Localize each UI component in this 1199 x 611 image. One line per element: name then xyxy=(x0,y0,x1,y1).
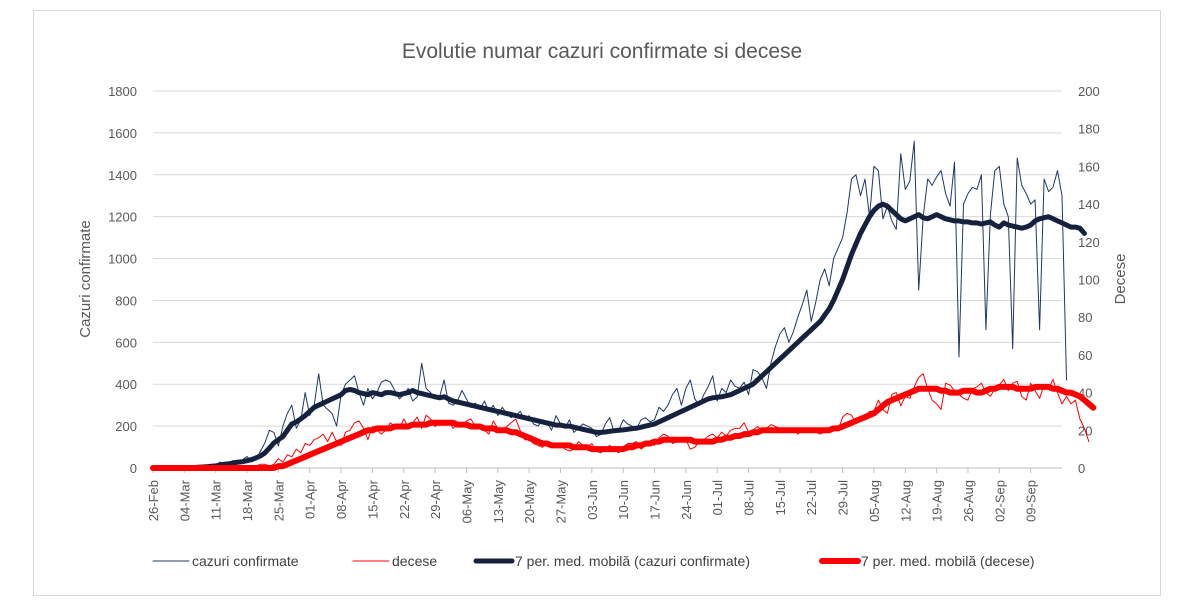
x-tick-label-7: 15-Apr xyxy=(365,479,380,519)
x-tick-label-15: 10-Jun xyxy=(616,480,631,520)
legend-label-2: 7 per. med. mobilă (cazuri confirmate) xyxy=(515,553,750,569)
x-axis-ticks: 26-Feb 04-Mar 11-Mar 18-Mar 25-Mar 01-Apr 08-A… xyxy=(146,468,1039,523)
legend: cazuri confirmate decese 7 per. med. mobil… xyxy=(152,553,1035,569)
y2-tick-label-0: 0 xyxy=(1078,461,1085,476)
y2-tick-label-10: 200 xyxy=(1078,84,1100,99)
legend-label-3: 7 per. med. mobilă (decese) xyxy=(861,553,1035,569)
gridlines xyxy=(153,90,1062,427)
series-line-3 xyxy=(150,383,1097,471)
y-axis-title: Cazuri confirmate xyxy=(77,220,94,338)
x-tick-label-17: 24-Jun xyxy=(679,480,694,520)
x-tick-label-1: 04-Mar xyxy=(177,479,192,521)
x-tick-label-3: 18-Mar xyxy=(240,479,255,521)
y2-tick-label-4: 80 xyxy=(1078,310,1092,325)
x-tick-label-27: 02-Sep xyxy=(992,480,1007,522)
series-line-0 xyxy=(152,140,1067,469)
y-tick-label-5: 1000 xyxy=(108,252,137,267)
y2-tick-label-6: 120 xyxy=(1078,235,1100,250)
x-tick-label-16: 17-Jun xyxy=(648,480,663,520)
y2-tick-label-9: 180 xyxy=(1078,122,1100,137)
x-tick-label-26: 26-Aug xyxy=(961,480,976,522)
x-tick-label-6: 08-Apr xyxy=(334,479,349,519)
y-tick-label-8: 1600 xyxy=(108,126,137,141)
y2-tick-label-5: 100 xyxy=(1078,273,1100,288)
series-line-2 xyxy=(150,201,1087,471)
x-tick-label-21: 22-Jul xyxy=(804,480,819,516)
x-tick-label-24: 12-Aug xyxy=(898,480,913,522)
x-tick-label-25: 19-Aug xyxy=(930,480,945,522)
x-tick-label-23: 05-Aug xyxy=(867,480,882,522)
x-tick-label-2: 11-Mar xyxy=(209,479,224,520)
x-tick-label-11: 13-May xyxy=(491,480,506,524)
chart-title: Evolutie numar cazuri confirmate si dece… xyxy=(402,40,802,63)
left-axis-ticks: 0 200 400 600 800 1000 1200 1400 1600 1800 xyxy=(108,84,137,476)
y-tick-label-2: 400 xyxy=(115,377,137,392)
y-tick-label-1: 200 xyxy=(115,419,137,434)
x-tick-label-4: 25-Mar xyxy=(271,479,286,521)
series-lines xyxy=(150,140,1097,471)
y-tick-label-6: 1200 xyxy=(108,210,137,225)
y-tick-label-3: 600 xyxy=(115,335,137,350)
legend-label-1: decese xyxy=(392,553,437,569)
x-tick-label-9: 29-Apr xyxy=(428,479,443,519)
y2-tick-label-3: 60 xyxy=(1078,348,1092,363)
x-tick-label-10: 06-May xyxy=(459,480,474,524)
chart-frame xyxy=(33,10,1161,596)
legend-label-0: cazuri confirmate xyxy=(192,553,299,569)
y2-axis-title: Decese xyxy=(1112,254,1129,305)
x-tick-label-18: 01-Jul xyxy=(710,480,725,516)
x-tick-label-5: 01-Apr xyxy=(303,479,318,519)
y-tick-label-9: 1800 xyxy=(108,84,137,99)
x-tick-label-19: 08-Jul xyxy=(742,480,757,516)
y2-tick-label-8: 160 xyxy=(1078,159,1100,174)
x-tick-label-8: 22-Apr xyxy=(397,479,412,519)
x-tick-label-13: 27-May xyxy=(553,480,568,524)
x-tick-label-28: 09-Sep xyxy=(1024,480,1039,522)
y2-tick-label-7: 140 xyxy=(1078,197,1100,212)
y-tick-label-0: 0 xyxy=(130,461,137,476)
x-tick-label-0: 26-Feb xyxy=(146,480,161,521)
x-tick-label-14: 03-Jun xyxy=(585,480,600,520)
x-tick-label-12: 20-May xyxy=(522,480,537,524)
x-tick-label-22: 29-Jul xyxy=(836,480,851,516)
y-tick-label-7: 1400 xyxy=(108,168,137,183)
y-tick-label-4: 800 xyxy=(115,293,137,308)
x-tick-label-20: 15-Jul xyxy=(773,480,788,516)
